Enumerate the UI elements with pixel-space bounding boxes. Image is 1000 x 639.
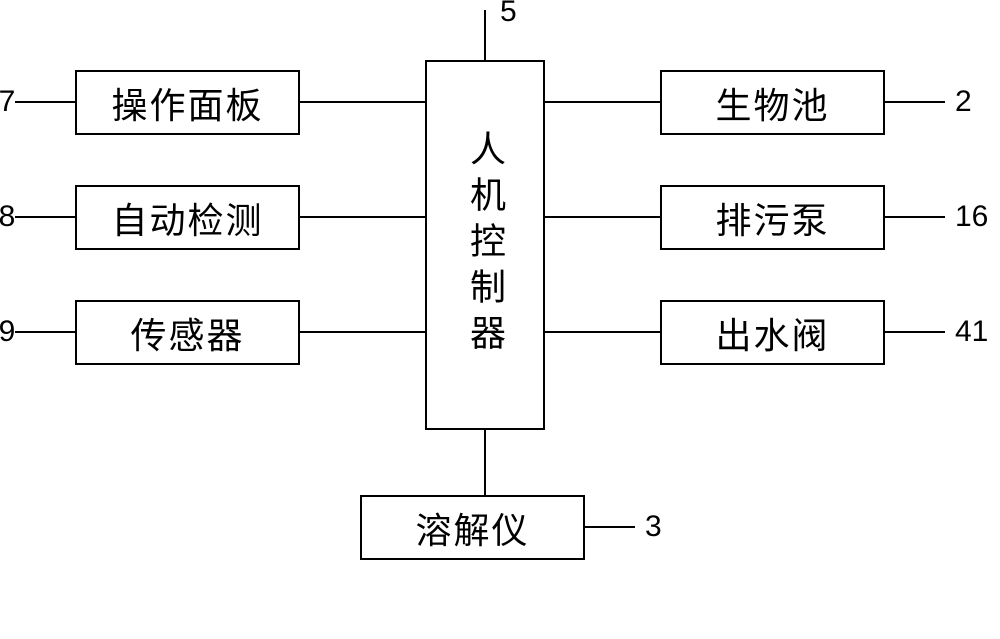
left-node-1: 自动检测 [75, 185, 300, 250]
left-node-0: 操作面板 [75, 70, 300, 135]
connector-left-0 [300, 101, 425, 103]
left-label-2: 传感器 [130, 307, 244, 359]
left-label-1: 自动检测 [111, 192, 263, 244]
right-label-0: 生物池 [715, 77, 829, 129]
bottom-label: 溶解仪 [415, 502, 529, 554]
center-node: 人机控制器 [425, 60, 545, 430]
connector-left-2 [300, 331, 425, 333]
connector-rightnum-2 [885, 331, 945, 333]
right-num-1: 16 [955, 200, 988, 234]
connector-rightnum-1 [885, 216, 945, 218]
left-label-0: 操作面板 [111, 77, 263, 129]
bottom-num: 3 [645, 510, 662, 544]
center-number: 5 [500, 0, 517, 29]
right-node-2: 出水阀 [660, 300, 885, 365]
connector-bottom [484, 430, 486, 495]
connector-leftnum-2 [15, 331, 75, 333]
left-num-2: 19 [0, 315, 15, 349]
connector-left-1 [300, 216, 425, 218]
center-label: 人机控制器 [459, 130, 511, 360]
right-label-2: 出水阀 [715, 307, 829, 359]
right-label-1: 排污泵 [715, 192, 829, 244]
right-node-1: 排污泵 [660, 185, 885, 250]
left-num-0: 17 [0, 85, 15, 119]
right-node-0: 生物池 [660, 70, 885, 135]
connector-right-2 [545, 331, 660, 333]
connector-leftnum-1 [15, 216, 75, 218]
connector-leftnum-0 [15, 101, 75, 103]
left-num-1: 18 [0, 200, 15, 234]
connector-top [484, 10, 486, 60]
bottom-node: 溶解仪 [360, 495, 585, 560]
right-num-2: 41 [955, 315, 988, 349]
connector-bottomnum [585, 526, 635, 528]
connector-rightnum-0 [885, 101, 945, 103]
left-node-2: 传感器 [75, 300, 300, 365]
right-num-0: 2 [955, 85, 972, 119]
connector-right-1 [545, 216, 660, 218]
connector-right-0 [545, 101, 660, 103]
